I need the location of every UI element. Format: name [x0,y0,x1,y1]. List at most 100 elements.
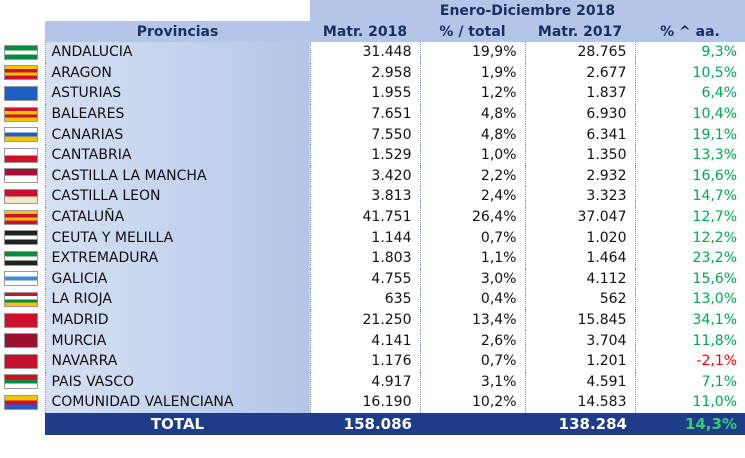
share-of-total: 1,9% [419,62,525,84]
registrations-2017: 37.047 [524,206,635,228]
column-header: Matr. 2017 [525,21,635,42]
registrations-2017: 2.677 [524,62,635,84]
flag-cell [0,371,45,393]
table-row: BALEARES 7.651 4,8% 6.930 10,4% [0,103,745,125]
flag-cell [0,206,45,228]
registrations-2017: 1.464 [524,247,635,269]
registrations-2018: 7.550 [309,124,420,145]
column-header: % / total [420,21,525,42]
province-name: CEUTA Y MELILLA [44,227,310,248]
table-row: LA RIOJA 635 0,4% 562 13,0% [0,289,745,310]
year-over-year-change: 6,4% [634,83,745,104]
province-name: CASTILLA LEON [44,186,310,207]
registrations-2017: 1.837 [524,83,635,104]
flag-icon [4,353,38,369]
registrations-2017: 562 [524,289,635,310]
registrations-2018: 1.176 [309,350,420,372]
registrations-2018: 1.803 [309,247,420,269]
total-row: TOTAL 158.086 138.284 14,3% [0,412,745,435]
registrations-2018: 4.141 [309,330,420,351]
province-name: CANTABRIA [44,144,310,166]
table-row: MADRID 21.250 13,4% 15.845 34,1% [0,309,745,331]
year-over-year-change: 10,5% [634,62,745,84]
flag-cell [0,268,45,290]
flag-icon [4,394,38,410]
flag-cell [0,350,45,372]
table-row: CATALUÑA 41.751 26,4% 37.047 12,7% [0,206,745,228]
province-name: COMUNIDAD VALENCIANA [44,392,310,413]
flag-icon [4,85,38,101]
share-of-total: 1,0% [419,144,525,166]
year-over-year-change: 15,6% [634,268,745,290]
flag-icon [4,106,38,122]
registrations-2017: 15.845 [524,309,635,331]
share-of-total: 26,4% [419,206,525,228]
flag-cell [0,144,45,166]
registrations-2017: 1.350 [524,144,635,166]
share-of-total: 0,4% [419,289,525,310]
province-name: ASTURIAS [44,83,310,104]
flag-icon [4,147,38,163]
flag-icon [4,271,38,287]
flag-cell [0,309,45,331]
table-row: CASTILLA LA MANCHA 3.420 2,2% 2.932 16,6% [0,165,745,187]
province-name: EXTREMADURA [44,247,310,269]
table-row: ASTURIAS 1.955 1,2% 1.837 6,4% [0,83,745,104]
flag-icon [4,374,38,390]
registrations-2018: 7.651 [309,103,420,125]
column-header: Matr. 2018 [310,21,420,42]
year-over-year-change: 14,7% [634,186,745,207]
year-over-year-change: 9,3% [634,42,745,63]
flag-cell [0,165,45,187]
share-of-total: 2,2% [419,165,525,187]
province-name: BALEARES [44,103,310,125]
year-over-year-change: 7,1% [634,371,745,393]
province-name: NAVARRA [44,350,310,372]
registrations-2018: 3.813 [309,186,420,207]
registrations-2018: 4.917 [309,371,420,393]
registrations-2017: 2.932 [524,165,635,187]
province-name: CANARIAS [44,124,310,145]
province-name: MADRID [44,309,310,331]
share-of-total: 0,7% [419,350,525,372]
year-over-year-change: -2,1% [634,350,745,372]
year-over-year-change: 34,1% [634,309,745,331]
province-name: CASTILLA LA MANCHA [44,165,310,187]
share-of-total: 1,2% [419,83,525,104]
province-name: PAIS VASCO [44,371,310,393]
blank [0,0,310,21]
registrations-2018: 21.250 [309,309,420,331]
registrations-2018: 1.955 [309,83,420,104]
year-over-year-change: 23,2% [634,247,745,269]
table-row: CANARIAS 7.550 4,8% 6.341 19,1% [0,124,745,145]
year-over-year-change: 13,0% [634,289,745,310]
table-row: PAIS VASCO 4.917 3,1% 4.591 7,1% [0,371,745,393]
year-over-year-change: 16,6% [634,165,745,187]
share-of-total: 2,6% [419,330,525,351]
flag-cell [0,83,45,104]
registrations-2018: 16.190 [309,392,420,413]
registrations-2017: 3.704 [524,330,635,351]
flag-icon [4,291,38,307]
registrations-2017: 1.201 [524,350,635,372]
flag-cell [0,103,45,125]
year-over-year-change: 12,2% [634,227,745,248]
year-over-year-change: 11,8% [634,330,745,351]
table-row: GALICIA 4.755 3,0% 4.112 15,6% [0,268,745,290]
table-body: ANDALUCIA 31.448 19,9% 28.765 9,3% ARAGON 2.95… [0,42,745,435]
share-of-total: 1,1% [419,247,525,269]
flag-cell [0,227,45,248]
registrations-2018: 1.529 [309,144,420,166]
flag-cell [0,42,45,63]
year-over-year-change: 19,1% [634,124,745,145]
table-row: CASTILLA LEON 3.813 2,4% 3.323 14,7% [0,186,745,207]
share-of-total: 3,0% [419,268,525,290]
share-of-total: 10,2% [419,392,525,413]
table-row: MURCIA 4.141 2,6% 3.704 11,8% [0,330,745,351]
table-row: ANDALUCIA 31.448 19,9% 28.765 9,3% [0,42,745,63]
registrations-2017: 6.341 [524,124,635,145]
share-of-total: 4,8% [419,103,525,125]
registrations-2018: 635 [309,289,420,310]
flag-cell [0,124,45,145]
blank [0,412,45,435]
